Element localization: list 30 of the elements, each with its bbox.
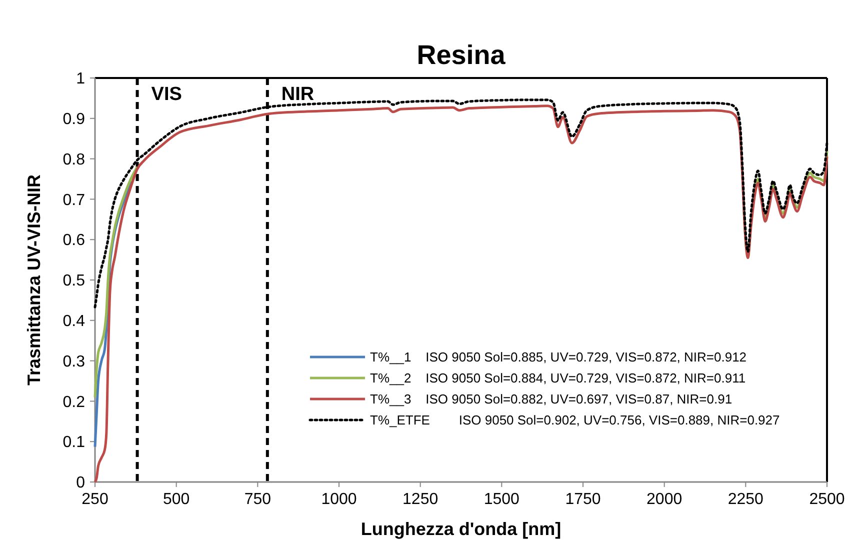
x-tick-label: 1000 [321,491,357,508]
ref-line-label: VIS [151,84,182,105]
x-tick-label: 1750 [565,491,601,508]
y-axis-title: Trasmittanza UV-VIS-NIR [24,174,44,386]
legend-label: T%__2 ISO 9050 Sol=0.884, UV=0.729, VIS=0.872, NIR=0.911 [370,370,746,386]
x-tick-label: 1500 [484,491,520,508]
y-tick-label: 0.1 [62,434,86,452]
y-tick-label: 0.2 [62,394,86,411]
x-tick-label: 500 [162,491,190,508]
legend-label: T%__1 ISO 9050 Sol=0.885, UV=0.729, VIS=0.872, NIR=0.912 [370,350,747,365]
x-tick-label: 750 [244,491,272,508]
x-tick-label: 2250 [728,491,764,508]
y-tick-label: 0.8 [62,151,86,168]
y-tick-label: 0.5 [62,272,86,290]
y-tick-label: 0.6 [62,232,86,250]
y-tick-label: 1 [76,70,86,88]
legend-label: T%_ETFE ISO 9050 Sol=0.902, UV=0.756, VIS=0.889, NIR=0.927 [370,412,780,428]
chart-title: Resina [416,40,506,70]
y-tick-label: 0.7 [62,192,86,209]
x-tick-label: 2500 [809,491,845,508]
x-tick-label: 1250 [402,491,438,508]
ref-line-label: NIR [281,84,314,105]
x-tick-label: 2000 [646,491,682,508]
y-tick-label: 0.9 [62,111,86,128]
legend-label: T%__3 ISO 9050 Sol=0.882, UV=0.697, VIS=0.87, NIR=0.91 [370,392,732,407]
x-axis-title: Lunghezza d'onda [nm] [360,519,562,539]
y-tick-label: 0.3 [62,353,86,370]
y-tick-label: 0.4 [62,313,86,330]
x-tick-label: 250 [82,491,108,508]
y-tick-label: 0 [76,474,86,492]
